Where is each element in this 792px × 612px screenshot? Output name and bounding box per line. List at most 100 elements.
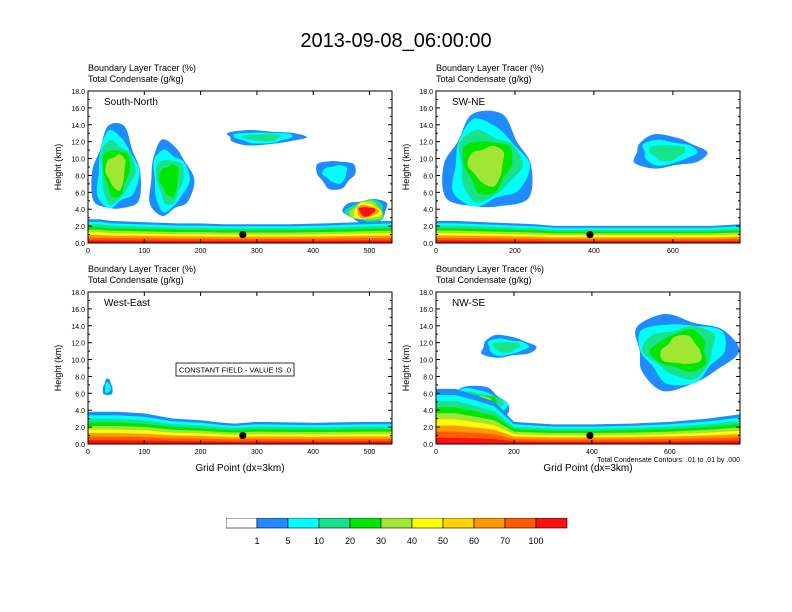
legend-label: 40 xyxy=(407,536,417,546)
y-tick-label: 12.0 xyxy=(71,140,85,147)
panel-nw-se: Boundary Layer Tracer (%) Total Condensat… xyxy=(401,264,741,474)
field-label-condensate: Total Condensate (g/kg) xyxy=(436,275,532,285)
panel-sw-ne: Boundary Layer Tracer (%) Total Condensat… xyxy=(0,0,792,260)
y-tick-label: 10.0 xyxy=(71,358,85,365)
y-tick-label: 4.0 xyxy=(423,207,433,214)
y-tick-label: 8.0 xyxy=(423,173,433,180)
y-tick-label: 4.0 xyxy=(75,207,85,214)
legend-swatch xyxy=(535,517,568,529)
x-tick-label: 400 xyxy=(586,449,598,456)
y-tick-label: 0.0 xyxy=(75,442,85,449)
panel-svg: Boundary Layer Tracer (%)Total Condensat… xyxy=(401,63,741,255)
legend-swatch xyxy=(473,517,506,529)
cloud-region xyxy=(105,154,126,191)
x-tick-label: 200 xyxy=(509,248,521,255)
cloud-region xyxy=(648,145,686,162)
y-tick-label: 4.0 xyxy=(423,408,433,415)
y-tick-label: 12.0 xyxy=(419,341,433,348)
y-tick-label: 8.0 xyxy=(423,374,433,381)
x-tick-label: 100 xyxy=(138,449,150,456)
field-label-condensate: Total Condensate (g/kg) xyxy=(88,275,184,285)
y-tick-label: 0.0 xyxy=(423,241,433,248)
location-marker xyxy=(586,230,594,239)
boundary-layer-band xyxy=(436,431,740,444)
y-tick-label: 16.0 xyxy=(71,307,85,314)
direction-label: West-East xyxy=(104,298,150,309)
x-tick-label: 0 xyxy=(86,449,90,456)
field-label-condensate: Total Condensate (g/kg) xyxy=(436,74,532,84)
x-tick-label: 200 xyxy=(195,449,207,456)
legend-label: 30 xyxy=(376,536,386,546)
y-tick-label: 18.0 xyxy=(419,290,433,297)
x-tick-label: 300 xyxy=(251,248,263,255)
legend-label: 100 xyxy=(528,536,543,546)
panel-svg: Boundary Layer Tracer (%)Total Condensat… xyxy=(401,264,741,474)
cloud-region xyxy=(158,164,179,198)
cloud-region xyxy=(358,206,376,217)
x-tick-label: 200 xyxy=(508,449,520,456)
legend-swatch xyxy=(287,517,320,529)
x-tick-label: 500 xyxy=(364,248,376,255)
x-tick-label: 0 xyxy=(86,248,90,255)
legend-swatch xyxy=(411,517,444,529)
direction-label: NW-SE xyxy=(452,298,485,309)
direction-label: South-North xyxy=(104,97,158,108)
y-tick-label: 6.0 xyxy=(75,391,85,398)
x-axis-label: Grid Point (dx=3km) xyxy=(543,463,632,474)
legend-swatch xyxy=(256,517,289,529)
legend-swatch xyxy=(504,517,537,529)
panel-west-east: Boundary Layer Tracer (%) Total Condensat… xyxy=(0,0,396,490)
x-tick-label: 400 xyxy=(588,248,600,255)
y-tick-label: 16.0 xyxy=(71,106,85,113)
y-tick-label: 16.0 xyxy=(419,106,433,113)
y-tick-label: 10.0 xyxy=(419,358,433,365)
cloud-region xyxy=(240,133,281,142)
y-tick-label: 2.0 xyxy=(75,224,85,231)
x-tick-label: 500 xyxy=(364,449,376,456)
y-tick-label: 12.0 xyxy=(71,341,85,348)
contour-footnote: Total Condensate Contours: .01 to .01 by… xyxy=(597,457,740,464)
y-axis-label: Height (km) xyxy=(401,345,411,392)
y-tick-label: 2.0 xyxy=(423,425,433,432)
y-tick-label: 18.0 xyxy=(419,89,433,96)
x-tick-label: 0 xyxy=(434,248,438,255)
y-tick-label: 10.0 xyxy=(71,157,85,164)
y-tick-label: 14.0 xyxy=(419,123,433,130)
boundary-layer-band xyxy=(436,240,740,243)
y-tick-label: 0.0 xyxy=(75,241,85,248)
y-tick-label: 14.0 xyxy=(419,324,433,331)
constant-field-note: CONSTANT FIELD - VALUE IS .0 xyxy=(179,366,291,375)
direction-label: SW-NE xyxy=(452,97,485,108)
y-tick-label: 14.0 xyxy=(71,324,85,331)
panel-svg: Boundary Layer Tracer (%)Total Condensat… xyxy=(53,63,393,255)
cloud-region xyxy=(467,145,505,187)
x-tick-label: 400 xyxy=(307,449,319,456)
y-tick-label: 8.0 xyxy=(75,173,85,180)
main-title: 2013-09-08_06:00:00 xyxy=(300,30,492,52)
x-tick-label: 0 xyxy=(434,449,438,456)
field-label-tracer: Boundary Layer Tracer (%) xyxy=(436,63,544,73)
legend-label: 10 xyxy=(314,536,324,546)
boundary-layer-band xyxy=(88,240,392,243)
color-legend: 1 5 10 20 30 40 50 60 70 100 xyxy=(225,517,587,557)
y-axis-label: Height (km) xyxy=(53,144,63,191)
y-tick-label: 10.0 xyxy=(419,157,433,164)
y-tick-label: 12.0 xyxy=(419,140,433,147)
y-tick-label: 16.0 xyxy=(419,307,433,314)
location-marker xyxy=(239,431,247,440)
y-tick-label: 14.0 xyxy=(71,123,85,130)
y-tick-label: 6.0 xyxy=(75,190,85,197)
y-tick-label: 18.0 xyxy=(71,290,85,297)
y-axis-label: Height (km) xyxy=(401,144,411,191)
y-axis-label: Height (km) xyxy=(53,345,63,392)
legend-label: 1 xyxy=(254,536,259,546)
y-tick-label: 0.0 xyxy=(423,442,433,449)
panel-svg: Boundary Layer Tracer (%)Total Condensat… xyxy=(53,264,393,474)
y-tick-label: 2.0 xyxy=(75,425,85,432)
cloud-region xyxy=(660,335,702,364)
x-tick-label: 200 xyxy=(195,248,207,255)
y-tick-label: 8.0 xyxy=(75,374,85,381)
y-tick-label: 18.0 xyxy=(71,89,85,96)
field-label-condensate: Total Condensate (g/kg) xyxy=(88,74,184,84)
field-plot xyxy=(436,313,740,444)
